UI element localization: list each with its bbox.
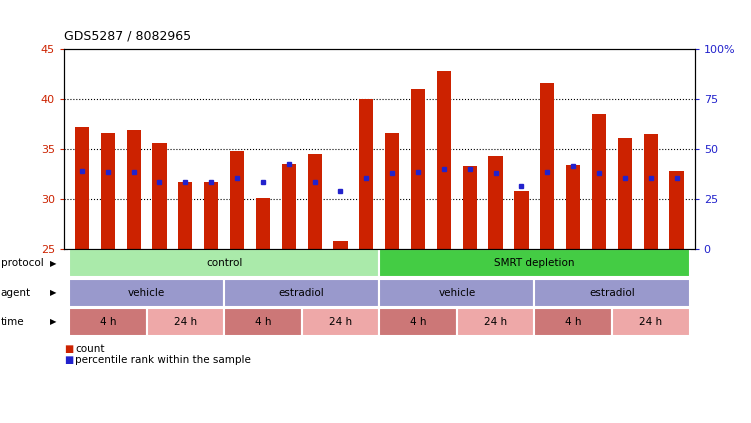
Text: 24 h: 24 h — [639, 317, 662, 327]
Bar — [230, 151, 244, 249]
Bar — [224, 279, 379, 307]
Bar — [612, 308, 689, 336]
Text: vehicle: vehicle — [128, 288, 165, 298]
Bar — [69, 308, 146, 336]
Text: percentile rank within the sample: percentile rank within the sample — [75, 355, 251, 365]
Text: vehicle: vehicle — [438, 288, 475, 298]
Text: 4 h: 4 h — [255, 317, 271, 327]
Text: 24 h: 24 h — [173, 317, 197, 327]
Bar — [69, 279, 224, 307]
Text: 4 h: 4 h — [100, 317, 116, 327]
Bar — [379, 308, 457, 336]
Bar — [302, 308, 379, 336]
Bar — [488, 156, 502, 249]
Bar — [126, 130, 140, 249]
Text: estradiol: estradiol — [279, 288, 324, 298]
Text: control: control — [206, 258, 243, 269]
Bar — [75, 127, 89, 249]
Bar — [69, 250, 379, 277]
Text: ▶: ▶ — [50, 259, 56, 268]
Bar — [379, 250, 689, 277]
Text: count: count — [75, 344, 104, 354]
Bar — [146, 308, 224, 336]
Text: 4 h: 4 h — [410, 317, 427, 327]
Bar — [178, 182, 192, 249]
Bar — [101, 133, 115, 249]
Text: ▶: ▶ — [50, 317, 56, 326]
Text: 24 h: 24 h — [329, 317, 352, 327]
Bar — [385, 133, 400, 249]
Bar — [282, 164, 296, 249]
Bar — [359, 99, 373, 249]
Bar — [457, 308, 535, 336]
Text: GDS5287 / 8082965: GDS5287 / 8082965 — [64, 29, 191, 42]
Bar — [540, 82, 554, 249]
Bar — [437, 71, 451, 249]
Bar — [669, 171, 683, 249]
Bar — [514, 191, 529, 249]
Text: ■: ■ — [64, 355, 73, 365]
Bar — [152, 143, 167, 249]
Text: time: time — [1, 317, 24, 327]
Bar — [535, 279, 689, 307]
Bar — [307, 154, 321, 249]
Bar — [644, 134, 658, 249]
Bar — [618, 138, 632, 249]
Bar — [333, 241, 348, 249]
Text: agent: agent — [1, 288, 31, 298]
Bar — [566, 165, 581, 249]
Text: SMRT depletion: SMRT depletion — [494, 258, 575, 269]
Bar — [411, 89, 425, 249]
Bar — [592, 114, 606, 249]
Text: 24 h: 24 h — [484, 317, 507, 327]
Text: ■: ■ — [64, 344, 73, 354]
Bar — [535, 308, 612, 336]
Text: 4 h: 4 h — [565, 317, 581, 327]
Text: ▶: ▶ — [50, 288, 56, 297]
Bar — [256, 198, 270, 249]
Bar — [379, 279, 535, 307]
Bar — [463, 166, 477, 249]
Bar — [224, 308, 302, 336]
Text: protocol: protocol — [1, 258, 44, 269]
Text: estradiol: estradiol — [589, 288, 635, 298]
Bar — [204, 182, 219, 249]
